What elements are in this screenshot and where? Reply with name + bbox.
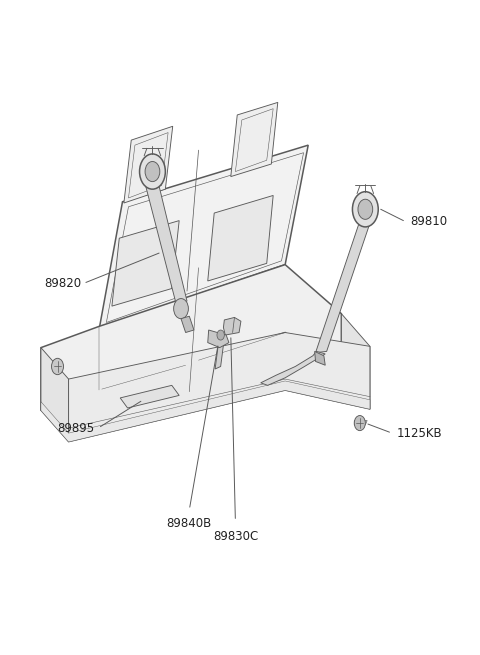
Polygon shape	[120, 385, 179, 408]
Circle shape	[217, 330, 224, 340]
Polygon shape	[99, 145, 308, 328]
Text: 89830C: 89830C	[213, 530, 258, 543]
Polygon shape	[41, 348, 69, 442]
Polygon shape	[315, 223, 370, 352]
Polygon shape	[41, 265, 341, 411]
Text: 89895: 89895	[58, 422, 95, 435]
Polygon shape	[231, 102, 278, 177]
Polygon shape	[341, 314, 370, 409]
Circle shape	[352, 192, 378, 227]
Polygon shape	[181, 316, 194, 333]
Circle shape	[140, 154, 165, 189]
Circle shape	[174, 299, 188, 319]
Polygon shape	[145, 181, 187, 305]
Polygon shape	[354, 421, 367, 425]
Text: 89820: 89820	[44, 277, 81, 290]
Circle shape	[354, 415, 365, 430]
Polygon shape	[41, 381, 370, 442]
Polygon shape	[315, 351, 325, 365]
Circle shape	[358, 199, 372, 219]
Circle shape	[51, 358, 63, 375]
Polygon shape	[69, 333, 370, 442]
Text: 1125KB: 1125KB	[396, 426, 442, 440]
Text: 89810: 89810	[410, 215, 448, 229]
Polygon shape	[124, 126, 173, 203]
Text: 89840B: 89840B	[167, 517, 212, 531]
Polygon shape	[215, 345, 223, 369]
Polygon shape	[223, 318, 241, 335]
Polygon shape	[261, 351, 325, 385]
Polygon shape	[208, 330, 229, 348]
Circle shape	[145, 162, 160, 181]
Polygon shape	[208, 195, 273, 281]
Polygon shape	[112, 221, 179, 306]
